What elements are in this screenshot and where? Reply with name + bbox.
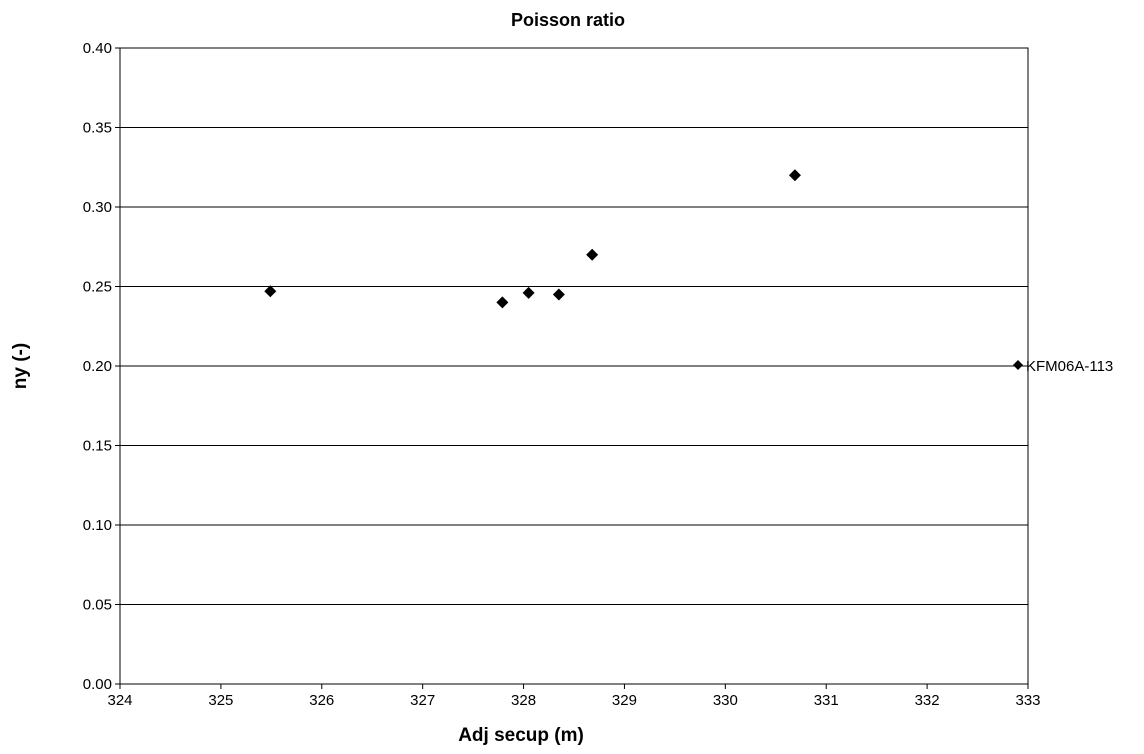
data-points [264,169,801,309]
data-point [496,296,509,309]
y-tick-label: 0.00 [83,676,112,693]
data-point [586,248,599,261]
y-tick-label: 0.30 [83,199,112,216]
data-point [788,169,801,182]
x-axis-ticks: 324 325 326 327 328 329 330 331 332 333 [107,684,1041,709]
data-point [552,288,565,301]
data-point [522,286,535,299]
x-tick-label: 329 [612,692,637,709]
legend: KFM06A-113 [1013,358,1113,375]
y-tick-label: 0.15 [83,438,112,455]
x-axis-label: Adj secup (m) [458,725,584,746]
data-point [264,285,277,298]
legend-label: KFM06A-113 [1026,358,1113,375]
y-tick-label: 0.10 [83,517,112,534]
x-tick-label: 328 [511,692,536,709]
x-tick-label: 330 [713,692,738,709]
y-axis-ticks: 0.00 0.05 0.10 0.15 0.20 0.25 0.30 0.35 0.40 [83,40,120,693]
y-tick-label: 0.35 [83,120,112,137]
x-tick-label: 333 [1015,692,1040,709]
x-tick-label: 326 [309,692,334,709]
x-tick-label: 331 [814,692,839,709]
y-tick-label: 0.25 [83,279,112,296]
x-tick-label: 332 [915,692,940,709]
x-tick-label: 324 [107,692,132,709]
y-tick-label: 0.20 [83,358,112,375]
x-tick-label: 325 [208,692,233,709]
y-tick-label: 0.05 [83,597,112,614]
grid-lines [120,127,1028,605]
y-tick-label: 0.40 [83,40,112,57]
legend-marker-diamond-icon [1013,360,1023,370]
y-axis-label: ny (-) [10,343,31,389]
chart-title: Poisson ratio [511,10,625,30]
x-tick-label: 327 [410,692,435,709]
